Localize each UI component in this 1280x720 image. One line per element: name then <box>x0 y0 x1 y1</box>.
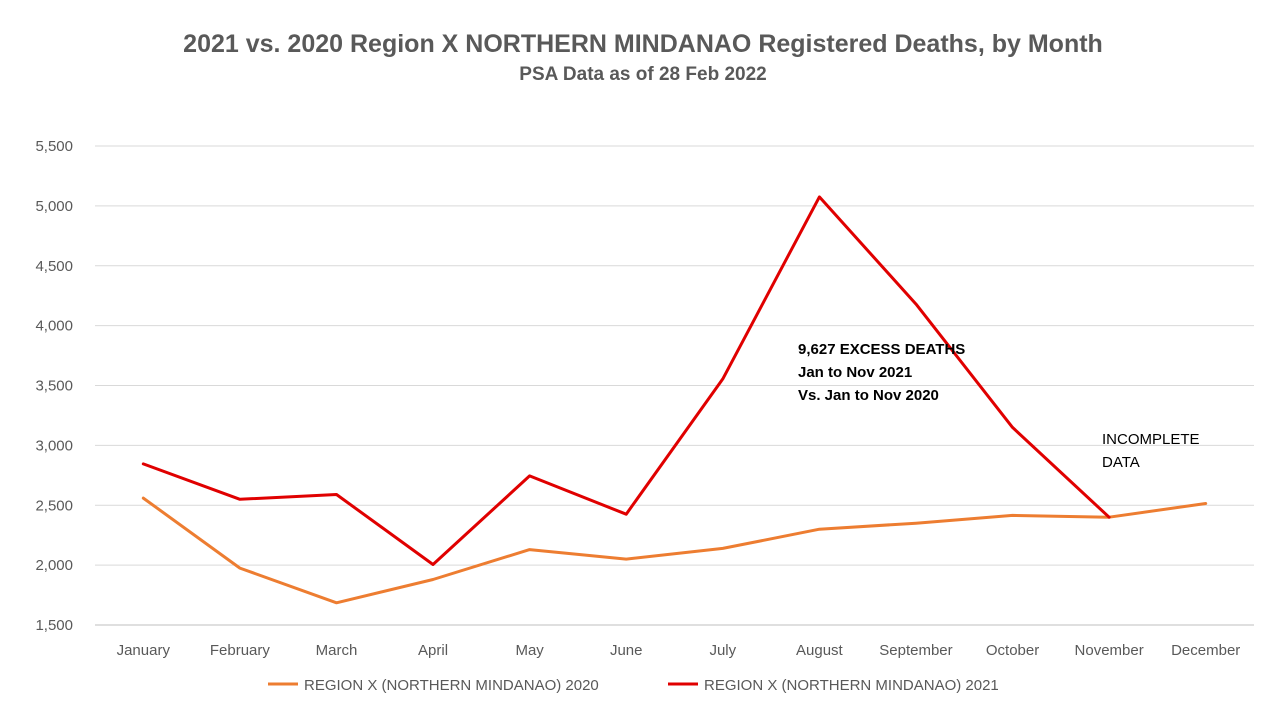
x-tick-label: May <box>515 642 544 659</box>
incomplete-data-annotation-line-1: INCOMPLETE <box>1102 431 1200 448</box>
x-tick-label: February <box>210 642 271 659</box>
y-tick-label: 4,500 <box>35 258 73 275</box>
x-tick-label: September <box>879 642 952 659</box>
incomplete-data-annotation-line-2: DATA <box>1102 454 1140 471</box>
y-tick-label: 1,500 <box>35 617 73 634</box>
y-tick-label: 3,500 <box>35 378 73 395</box>
incomplete-data-annotation: INCOMPLETE DATA <box>1102 428 1200 474</box>
x-tick-label: October <box>986 642 1039 659</box>
series-line-2021 <box>141 195 1111 566</box>
y-tick-label: 2,500 <box>35 497 73 514</box>
x-tick-label: November <box>1075 642 1144 659</box>
excess-deaths-annotation: 9,627 EXCESS DEATHS Jan to Nov 2021 Vs. … <box>798 338 965 407</box>
y-tick-label: 4,000 <box>35 318 73 335</box>
x-tick-label: April <box>418 642 448 659</box>
y-tick-label: 5,500 <box>35 138 73 155</box>
series-line-2020 <box>141 496 1208 605</box>
y-tick-label: 3,000 <box>35 437 73 454</box>
x-tick-label: March <box>316 642 358 659</box>
excess-deaths-annotation-line-1: 9,627 EXCESS DEATHS <box>798 341 966 358</box>
y-tick-label: 5,000 <box>35 198 73 215</box>
excess-deaths-annotation-line-2: Jan to Nov 2021 <box>798 364 913 381</box>
x-tick-label: July <box>709 642 736 659</box>
x-tick-label: June <box>610 642 643 659</box>
y-tick-label: 2,000 <box>35 557 73 574</box>
x-tick-label: December <box>1171 642 1240 659</box>
x-tick-label: January <box>117 642 171 659</box>
x-tick-label: August <box>796 642 844 659</box>
chart-subtitle: PSA Data as of 28 Feb 2022 <box>519 64 767 85</box>
excess-deaths-annotation-line-3: Vs. Jan to Nov 2020 <box>798 387 939 404</box>
legend-label-2021: REGION X (NORTHERN MINDANAO) 2021 <box>704 677 999 694</box>
chart-title: 2021 vs. 2020 Region X NORTHERN MINDANAO… <box>183 30 1103 58</box>
legend-label-2020: REGION X (NORTHERN MINDANAO) 2020 <box>304 677 599 694</box>
